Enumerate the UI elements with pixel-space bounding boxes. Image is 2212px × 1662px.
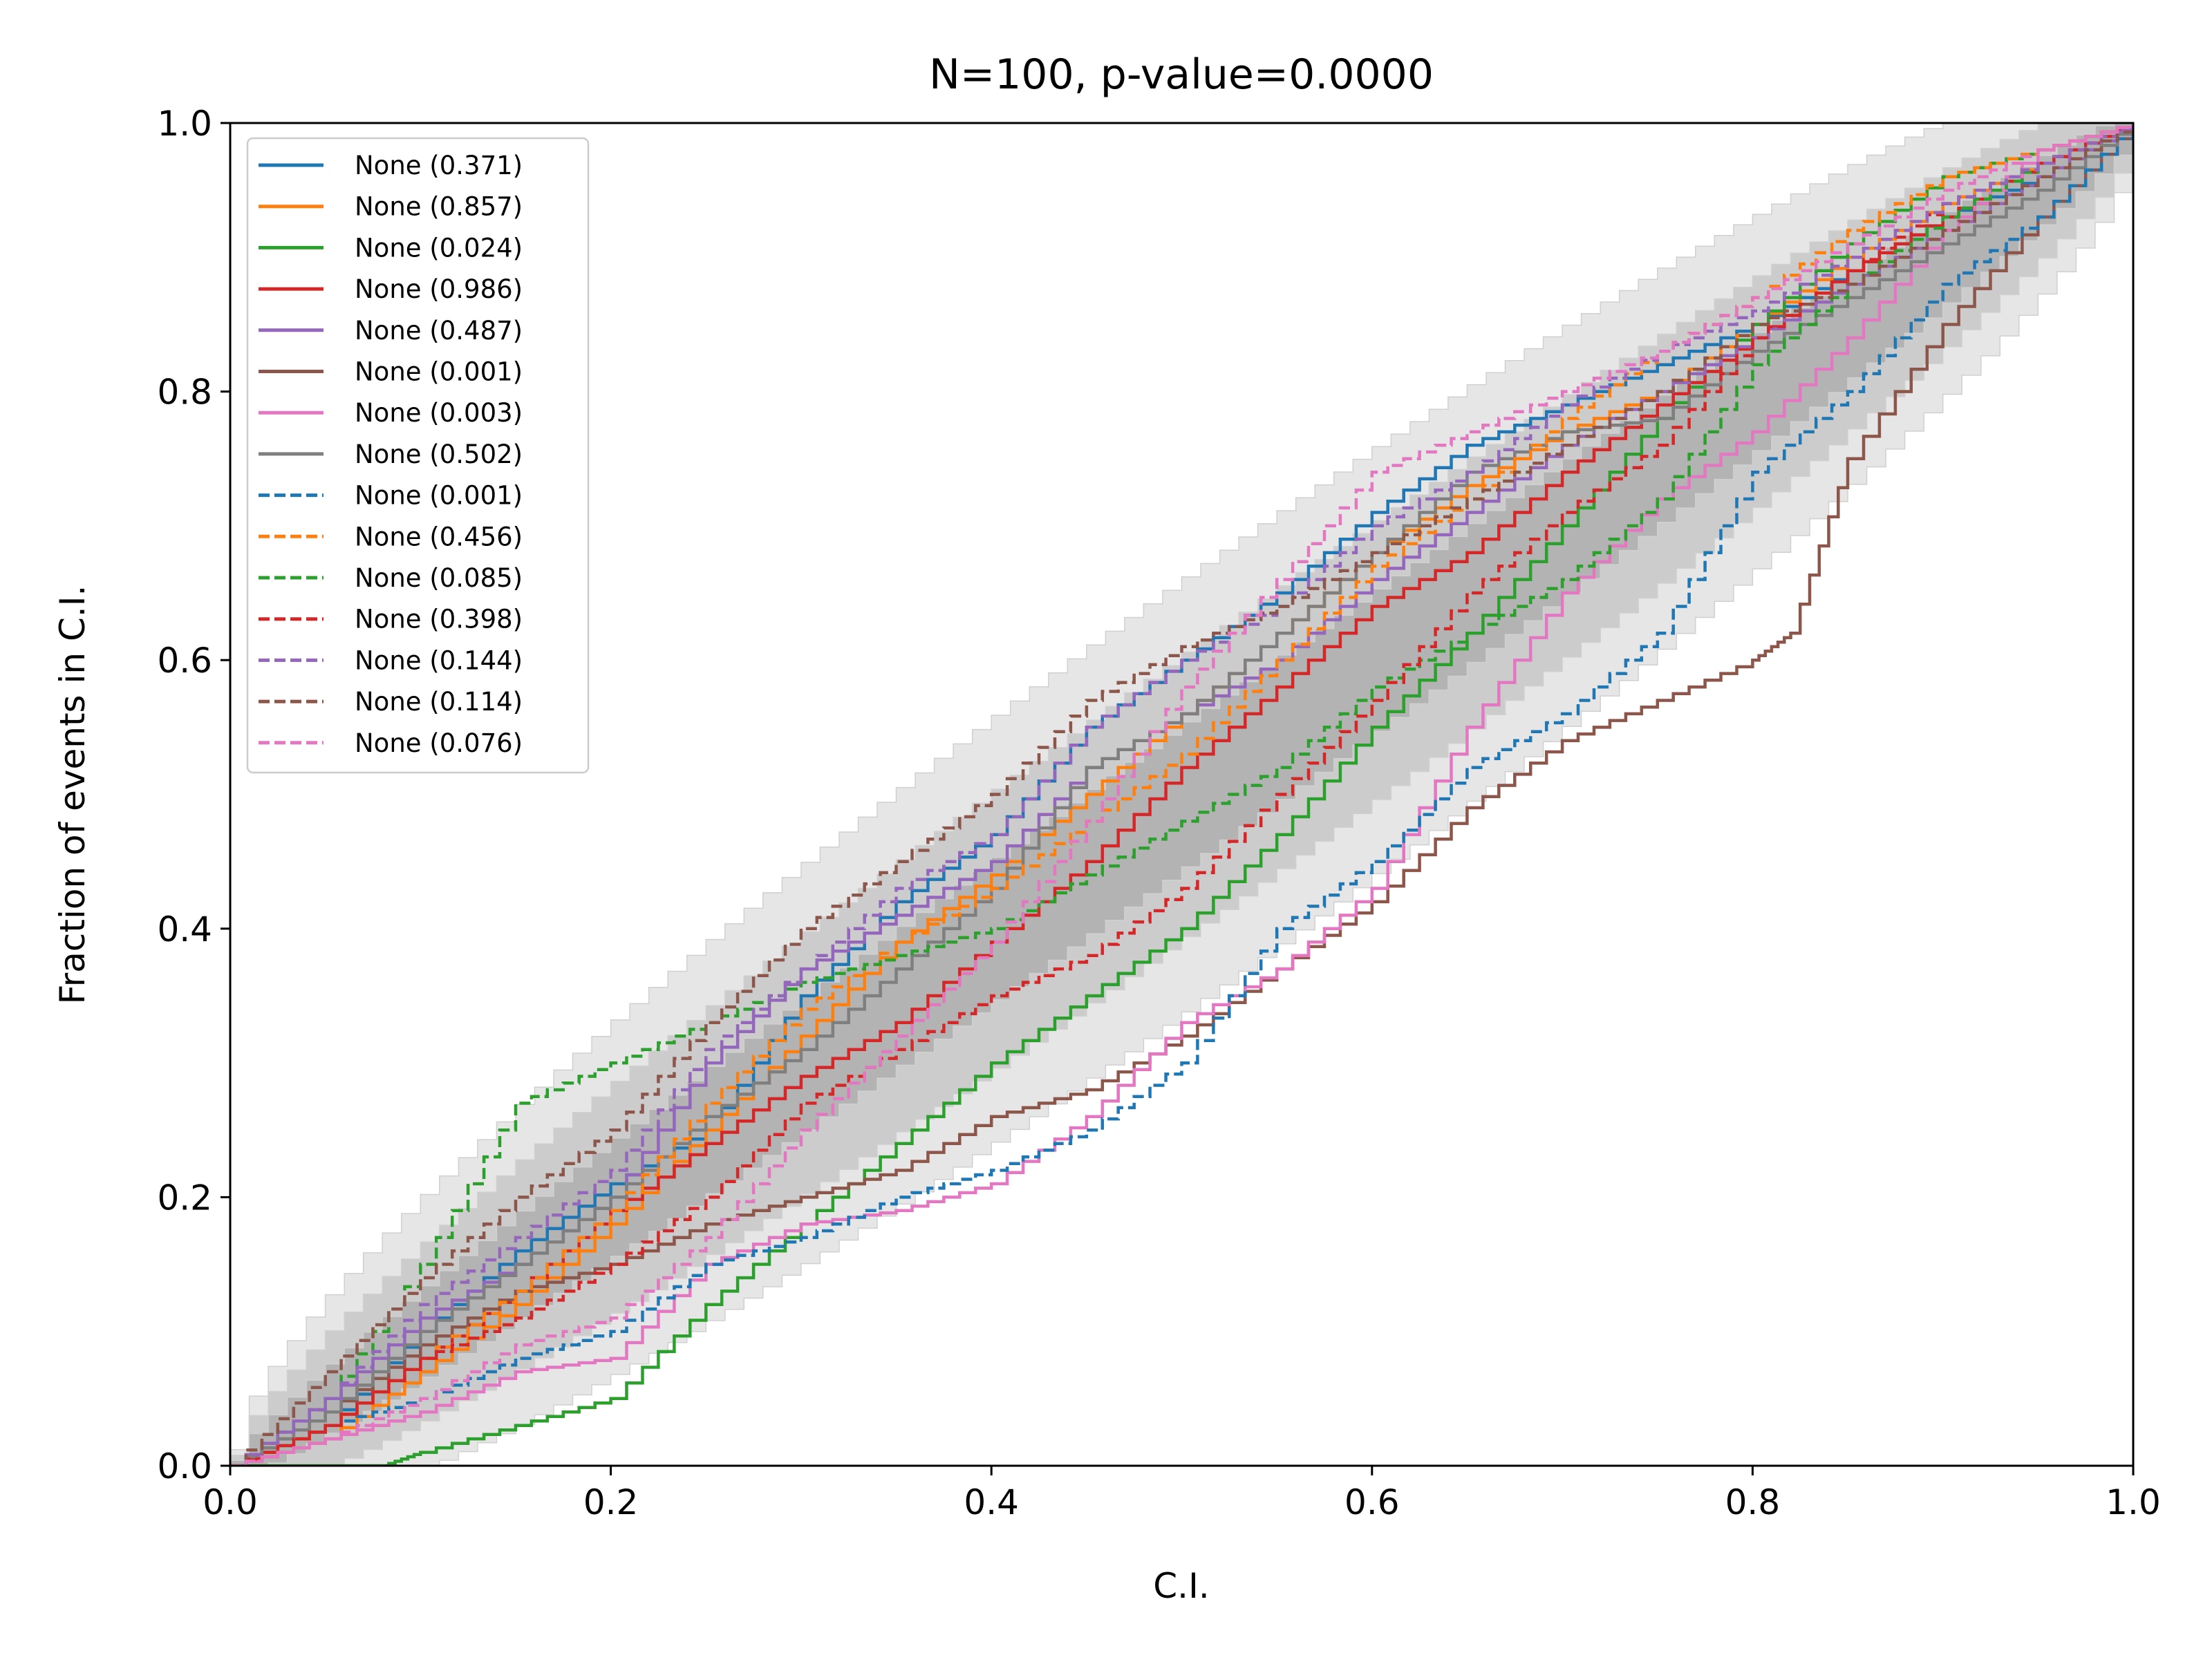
y-axis: 0.0 0.2 0.4 0.6 0.8 1.0 [157,104,230,1486]
plot-frame [229,122,2135,1467]
chart-title: N=100, p-value=0.0000 [929,50,1434,99]
x-tick-label: 0.0 [203,1482,258,1522]
legend-label-1: None (0.371) [355,151,523,180]
legend-label-9: None (0.001) [355,481,523,511]
x-axis: 0.0 0.2 0.4 0.6 0.8 1.0 [203,1466,2161,1522]
legend-label-7: None (0.003) [355,398,523,428]
x-tick-label: 1.0 [2106,1482,2161,1522]
series-line-11 [230,123,2133,1466]
legend-label-13: None (0.144) [355,645,523,675]
legend-label-2: None (0.857) [355,192,523,222]
legend-label-8: None (0.502) [355,440,523,469]
series-line-10 [230,123,2133,1466]
legend-label-5: None (0.487) [355,316,523,346]
series-line-15 [230,123,2133,1466]
series-line-12 [230,123,2133,1466]
legend: None (0.371) None (0.857) None (0.024) None… [246,137,590,774]
legend-label-10: None (0.456) [355,522,523,551]
y-tick-label: 0.4 [157,909,212,950]
series-line-7 [230,123,2133,1466]
series-lines [230,123,2133,1466]
x-tick-label: 0.6 [1344,1482,1400,1522]
series-line-3 [230,123,2133,1466]
x-tick-label: 0.4 [964,1482,1019,1522]
y-tick-label: 1.0 [157,104,212,144]
legend-label-14: None (0.114) [355,687,523,717]
y-tick-label: 0.0 [157,1446,212,1486]
legend-label-3: None (0.024) [355,233,523,263]
legend-box [246,137,590,774]
series-line-14 [230,123,2133,1466]
legend-label-4: None (0.986) [355,274,523,304]
x-axis-label: C.I. [1153,1566,1209,1606]
legend-label-15: None (0.076) [355,728,523,758]
y-tick-label: 0.2 [157,1178,212,1218]
legend-label-11: None (0.085) [355,563,523,593]
series-line-13 [230,123,2133,1466]
legend-label-12: None (0.398) [355,605,523,634]
y-axis-label: Fraction of events in C.I. [53,585,93,1005]
x-tick-label: 0.2 [583,1482,639,1522]
x-tick-label: 0.8 [1725,1482,1781,1522]
series-line-9 [230,123,2133,1466]
legend-label-6: None (0.001) [355,357,523,387]
y-tick-label: 0.8 [157,372,212,413]
y-tick-label: 0.6 [157,641,212,681]
